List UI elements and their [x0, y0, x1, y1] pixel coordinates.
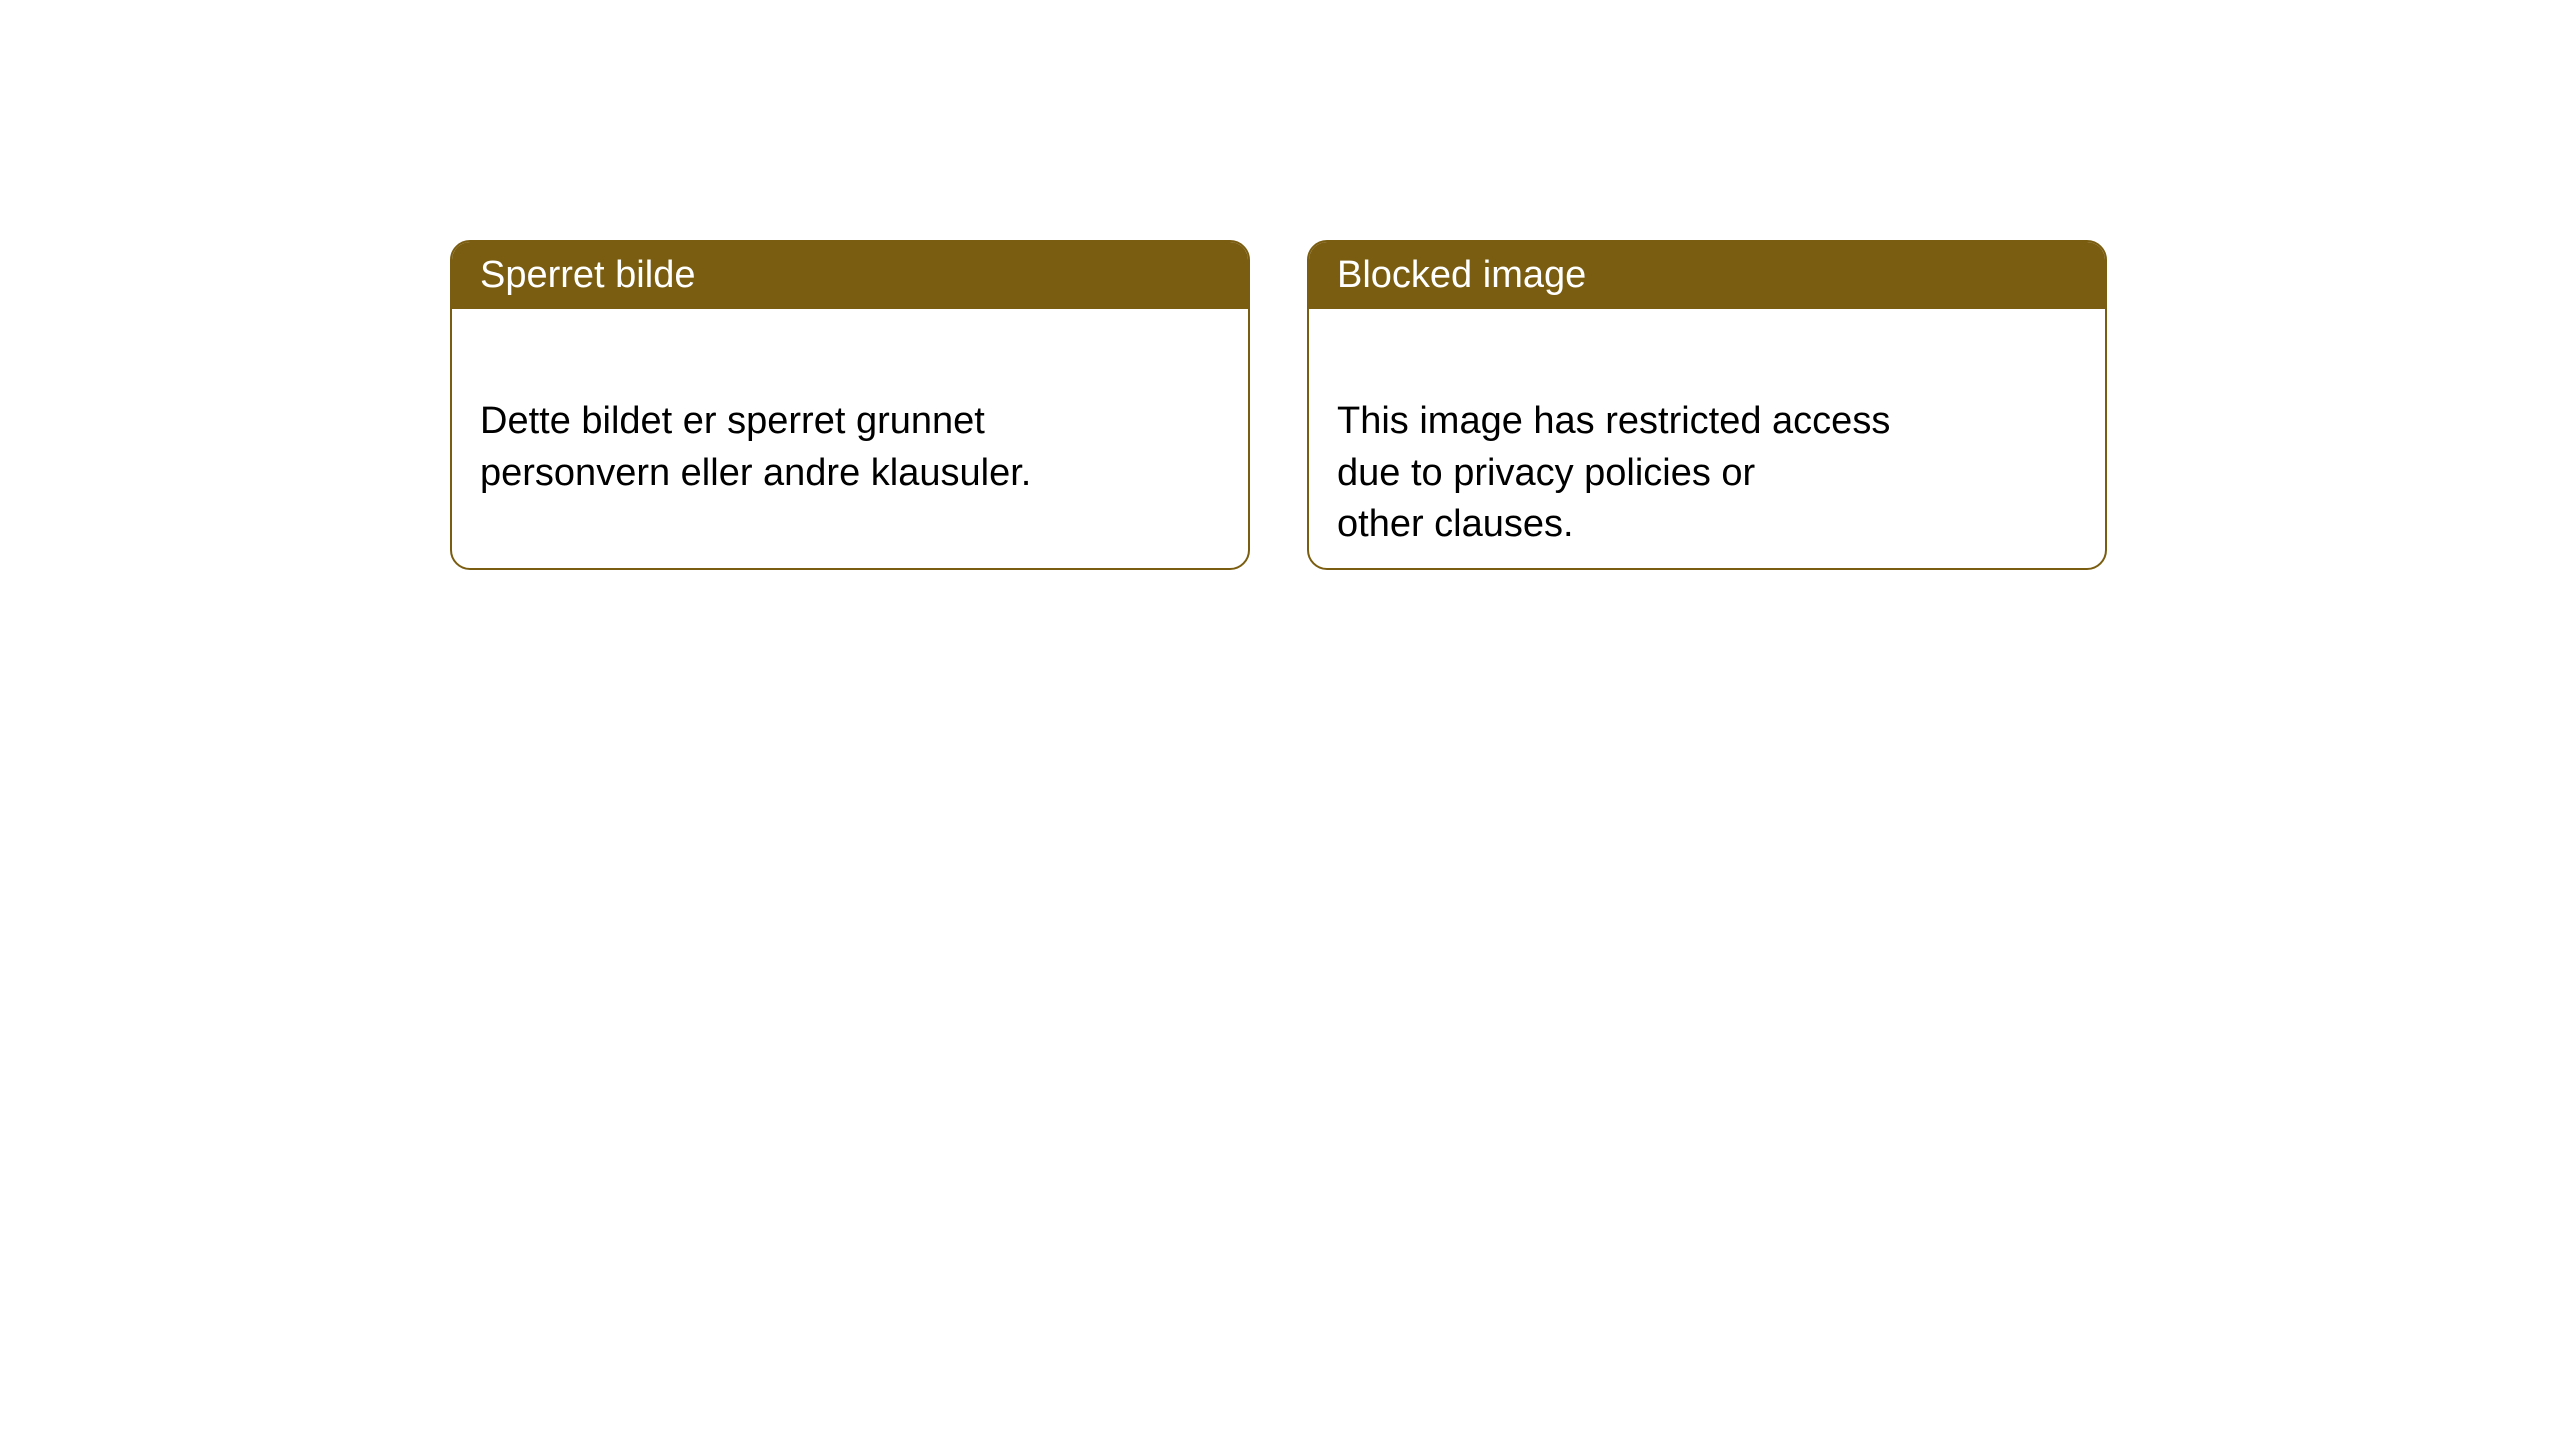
card-body: Dette bildet er sperret grunnet personve… — [452, 309, 1248, 535]
card-body-text: Dette bildet er sperret grunnet personve… — [480, 400, 1031, 493]
card-header: Sperret bilde — [452, 242, 1248, 309]
notice-cards-container: Sperret bilde Dette bildet er sperret gr… — [450, 240, 2107, 570]
card-header: Blocked image — [1309, 242, 2105, 309]
card-title: Sperret bilde — [480, 254, 695, 296]
notice-card-english: Blocked image This image has restricted … — [1307, 240, 2107, 570]
card-body: This image has restricted access due to … — [1309, 309, 2105, 570]
notice-card-norwegian: Sperret bilde Dette bildet er sperret gr… — [450, 240, 1250, 570]
card-title: Blocked image — [1337, 254, 1586, 296]
card-body-text: This image has restricted access due to … — [1337, 400, 1890, 545]
